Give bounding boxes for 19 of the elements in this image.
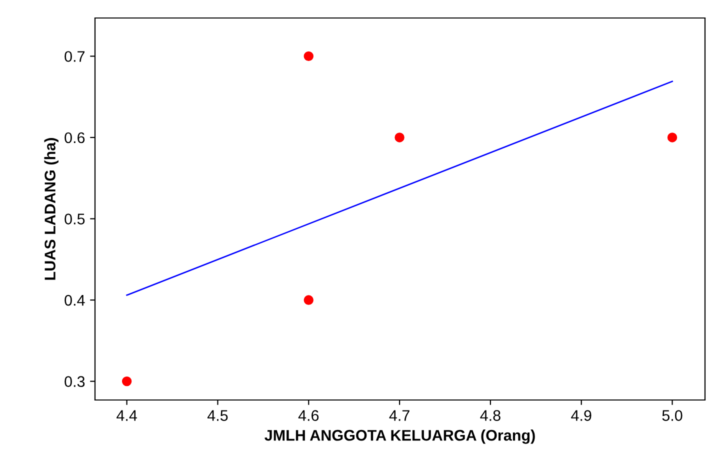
x-tick-label: 4.9 [571,410,592,421]
y-tick-label: 0.3 [64,376,85,387]
y-tick-label: 0.4 [64,294,85,306]
point [304,51,314,62]
x-axis-title: JMLH ANGGOTA KELUARGA (Orang) [264,430,535,444]
x-tick-label: 4.6 [298,410,319,421]
y-axis-title: LUAS LADANG (ha) [44,138,58,280]
point [122,376,132,386]
x-tick-label: 4.7 [389,410,410,421]
y-tick-label: 0.5 [64,214,85,224]
point [394,132,404,142]
point [667,132,678,142]
x-tick-label: 4.4 [116,410,137,421]
x-tick-label: 4.5 [207,410,228,421]
y-tick-label: 0.6 [64,132,85,144]
x-tick-label: 5.0 [662,410,682,421]
x-tick-label: 4.8 [480,410,500,421]
y-tick-label: 0.7 [64,51,85,62]
point [304,295,314,305]
